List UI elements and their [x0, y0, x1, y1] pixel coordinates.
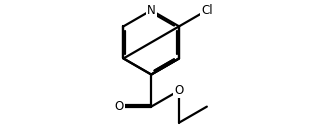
Text: O: O [114, 100, 124, 113]
Text: Cl: Cl [201, 4, 213, 17]
Text: N: N [147, 4, 156, 17]
Text: O: O [174, 84, 184, 97]
